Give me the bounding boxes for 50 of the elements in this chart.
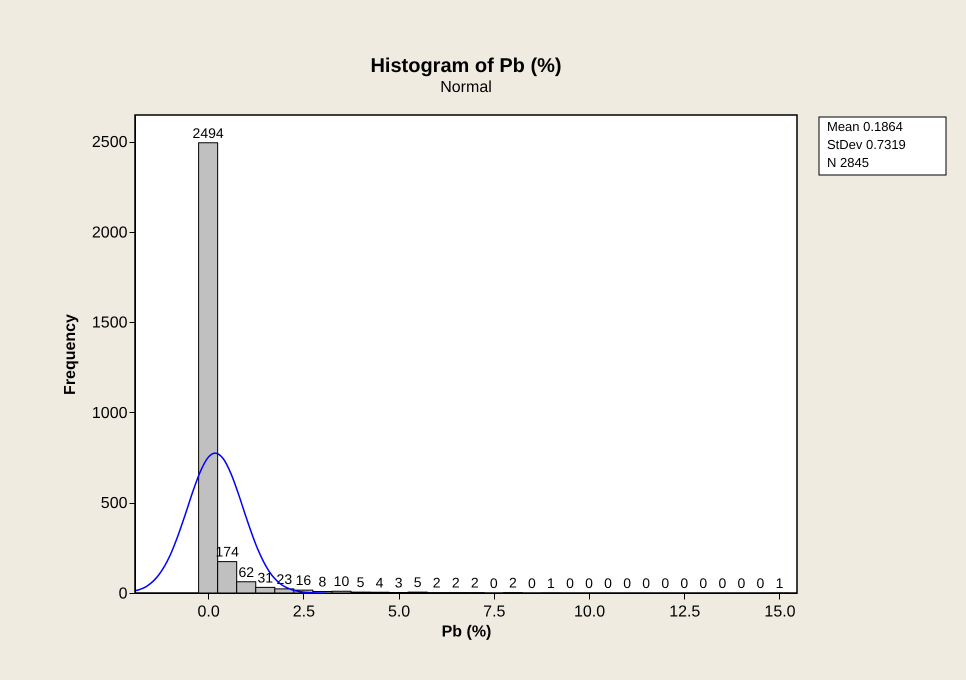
data-label: 0 — [718, 575, 726, 591]
data-label: 2 — [470, 574, 479, 591]
data-label: 10 — [334, 573, 350, 590]
x-tick-label: 0.0 — [198, 604, 220, 620]
x-tick-label: 15.0 — [764, 604, 796, 620]
y-tick-label: 1500 — [92, 314, 128, 332]
chart-title: Histogram of Pb (%) — [370, 55, 562, 77]
data-label: 62 — [238, 564, 254, 580]
text: Mean 0.1864 — [827, 119, 903, 134]
data-label: 0 — [661, 575, 670, 591]
data-label: 1 — [776, 574, 784, 591]
data-label: 5 — [414, 574, 422, 590]
y-tick-label: 2000 — [92, 224, 128, 242]
y-tick-label: 0 — [118, 586, 128, 602]
y-axis-title: Frequency — [62, 314, 79, 395]
data-label: 2 — [452, 574, 460, 591]
data-label: 0 — [642, 575, 650, 591]
data-label: 5 — [356, 574, 365, 590]
data-label: 0 — [528, 575, 536, 591]
data-label: 0 — [680, 575, 688, 591]
data-label: 2494 — [192, 124, 224, 141]
data-label: 0 — [490, 575, 498, 591]
data-label: 16 — [296, 572, 312, 588]
data-label: 31 — [257, 569, 274, 586]
data-label: 23 — [276, 570, 292, 587]
data-label: 3 — [394, 574, 403, 590]
data-label: 2 — [432, 574, 441, 591]
data-label: 4 — [376, 574, 384, 590]
y-tick-label: 2500 — [92, 134, 128, 152]
chart-subtitle: Normal — [440, 79, 492, 96]
data-label: 0 — [566, 575, 574, 591]
data-label: 0 — [737, 575, 746, 591]
y-tick-label: 1000 — [92, 404, 128, 422]
data-label: 2 — [508, 574, 517, 591]
x-tick-label: 12.5 — [669, 604, 700, 620]
y-tick-label: 500 — [100, 495, 128, 512]
data-label: 1 — [547, 574, 556, 591]
x-tick-label: 10.0 — [574, 604, 606, 620]
x-axis-title: Pb (%) — [442, 624, 492, 640]
text: StDev 0.7319 — [827, 137, 906, 152]
data-label: 0 — [699, 575, 708, 591]
data-label: 0 — [623, 575, 632, 591]
x-tick-label: 2.5 — [292, 604, 316, 620]
x-tick-label: 5.0 — [388, 604, 410, 620]
data-label: 0 — [604, 575, 612, 591]
data-label: 8 — [318, 574, 327, 590]
x-tick-label: 7.5 — [483, 604, 506, 620]
text: N 2845 — [827, 155, 869, 170]
data-label: 0 — [585, 575, 594, 591]
data-label: 0 — [756, 575, 765, 591]
